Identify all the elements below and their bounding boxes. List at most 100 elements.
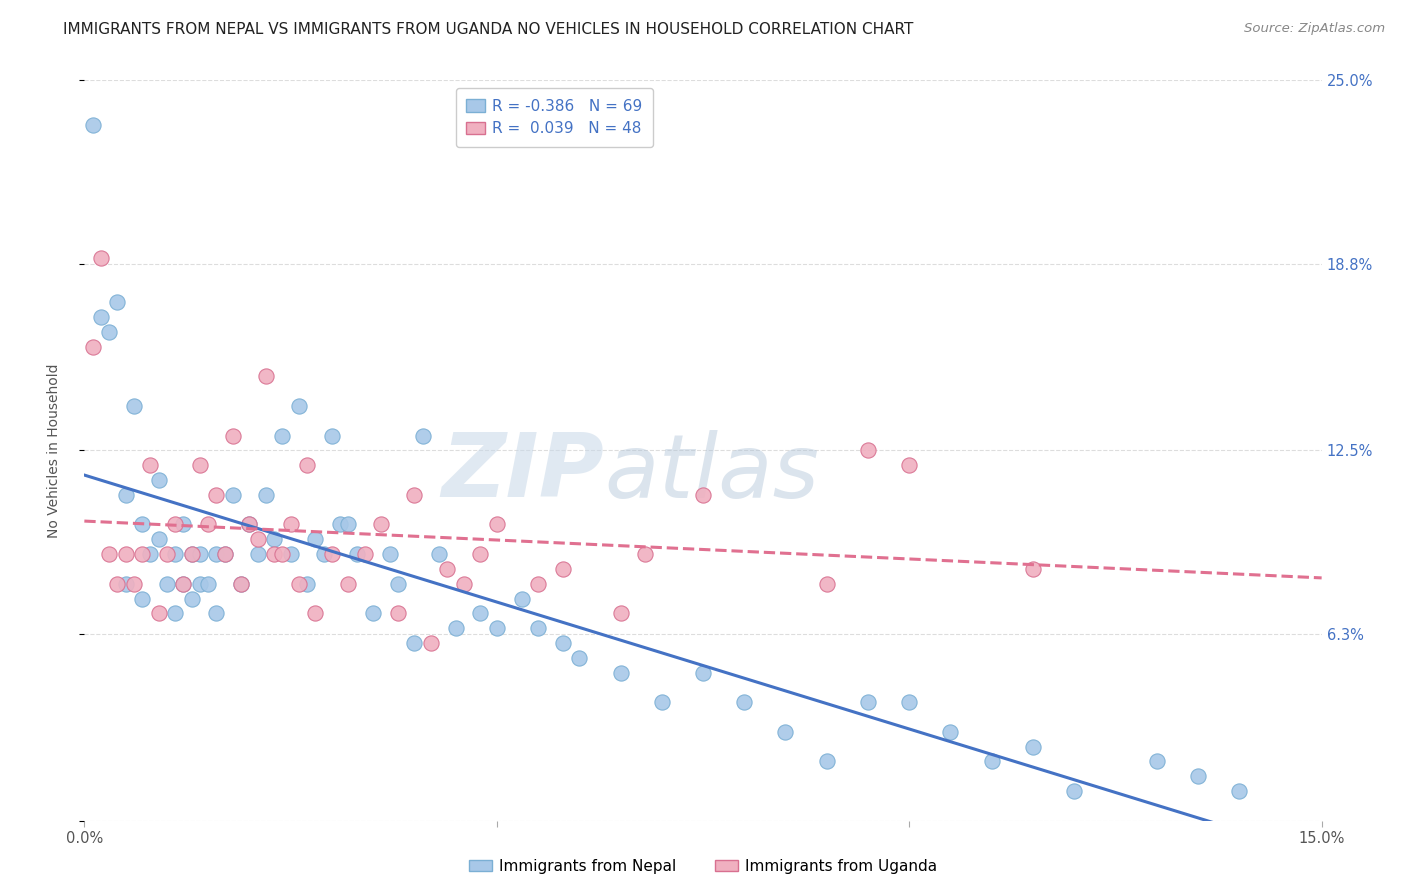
- Point: [568, 650, 591, 665]
- Point: [404, 488, 426, 502]
- Point: [329, 517, 352, 532]
- Point: [156, 547, 179, 561]
- Point: [427, 547, 450, 561]
- Point: [898, 458, 921, 473]
- Point: [238, 517, 260, 532]
- Point: [453, 576, 475, 591]
- Point: [609, 665, 631, 680]
- Point: [82, 340, 104, 354]
- Point: [188, 576, 211, 591]
- Point: [98, 325, 121, 339]
- Point: [856, 443, 879, 458]
- Point: [172, 576, 194, 591]
- Point: [197, 517, 219, 532]
- Point: [165, 607, 187, 621]
- Point: [205, 547, 228, 561]
- Point: [188, 458, 211, 473]
- Point: [651, 695, 673, 709]
- Point: [337, 517, 360, 532]
- Point: [98, 547, 121, 561]
- Point: [131, 547, 153, 561]
- Point: [105, 295, 128, 310]
- Legend: Immigrants from Nepal, Immigrants from Uganda: Immigrants from Nepal, Immigrants from U…: [463, 853, 943, 880]
- Point: [378, 547, 401, 561]
- Point: [263, 533, 285, 547]
- Point: [148, 533, 170, 547]
- Point: [222, 488, 245, 502]
- Y-axis label: No Vehicles in Household: No Vehicles in Household: [46, 363, 60, 538]
- Point: [527, 621, 550, 635]
- Point: [980, 755, 1002, 769]
- Point: [229, 576, 252, 591]
- Point: [898, 695, 921, 709]
- Point: [188, 547, 211, 561]
- Point: [1227, 784, 1250, 798]
- Point: [304, 533, 326, 547]
- Point: [246, 533, 269, 547]
- Point: [131, 591, 153, 606]
- Point: [1146, 755, 1168, 769]
- Point: [214, 547, 236, 561]
- Point: [527, 576, 550, 591]
- Point: [288, 399, 311, 413]
- Point: [105, 576, 128, 591]
- Point: [180, 547, 202, 561]
- Point: [172, 517, 194, 532]
- Point: [412, 428, 434, 442]
- Point: [321, 428, 343, 442]
- Point: [114, 576, 136, 591]
- Point: [148, 607, 170, 621]
- Point: [470, 547, 492, 561]
- Point: [304, 607, 326, 621]
- Point: [122, 399, 145, 413]
- Point: [775, 724, 797, 739]
- Point: [229, 576, 252, 591]
- Point: [444, 621, 467, 635]
- Point: [254, 488, 277, 502]
- Point: [172, 576, 194, 591]
- Point: [214, 547, 236, 561]
- Point: [205, 607, 228, 621]
- Point: [90, 310, 112, 325]
- Point: [90, 251, 112, 265]
- Point: [139, 458, 162, 473]
- Point: [280, 517, 302, 532]
- Point: [165, 547, 187, 561]
- Point: [1063, 784, 1085, 798]
- Point: [148, 473, 170, 487]
- Point: [254, 369, 277, 384]
- Point: [337, 576, 360, 591]
- Point: [114, 547, 136, 561]
- Point: [131, 517, 153, 532]
- Point: [485, 517, 508, 532]
- Point: [485, 621, 508, 635]
- Point: [419, 636, 441, 650]
- Point: [692, 665, 714, 680]
- Point: [1022, 562, 1045, 576]
- Point: [346, 547, 368, 561]
- Point: [271, 547, 294, 561]
- Point: [470, 607, 492, 621]
- Point: [156, 576, 179, 591]
- Text: ZIP: ZIP: [441, 429, 605, 516]
- Point: [1187, 769, 1209, 783]
- Point: [856, 695, 879, 709]
- Point: [551, 636, 574, 650]
- Point: [238, 517, 260, 532]
- Point: [180, 591, 202, 606]
- Point: [353, 547, 375, 561]
- Point: [510, 591, 533, 606]
- Legend: R = -0.386   N = 69, R =  0.039   N = 48: R = -0.386 N = 69, R = 0.039 N = 48: [456, 88, 654, 147]
- Point: [1022, 739, 1045, 754]
- Point: [551, 562, 574, 576]
- Point: [205, 488, 228, 502]
- Point: [387, 576, 409, 591]
- Point: [280, 547, 302, 561]
- Point: [634, 547, 657, 561]
- Point: [82, 118, 104, 132]
- Point: [180, 547, 202, 561]
- Point: [295, 576, 318, 591]
- Point: [114, 488, 136, 502]
- Point: [939, 724, 962, 739]
- Text: IMMIGRANTS FROM NEPAL VS IMMIGRANTS FROM UGANDA NO VEHICLES IN HOUSEHOLD CORRELA: IMMIGRANTS FROM NEPAL VS IMMIGRANTS FROM…: [63, 22, 914, 37]
